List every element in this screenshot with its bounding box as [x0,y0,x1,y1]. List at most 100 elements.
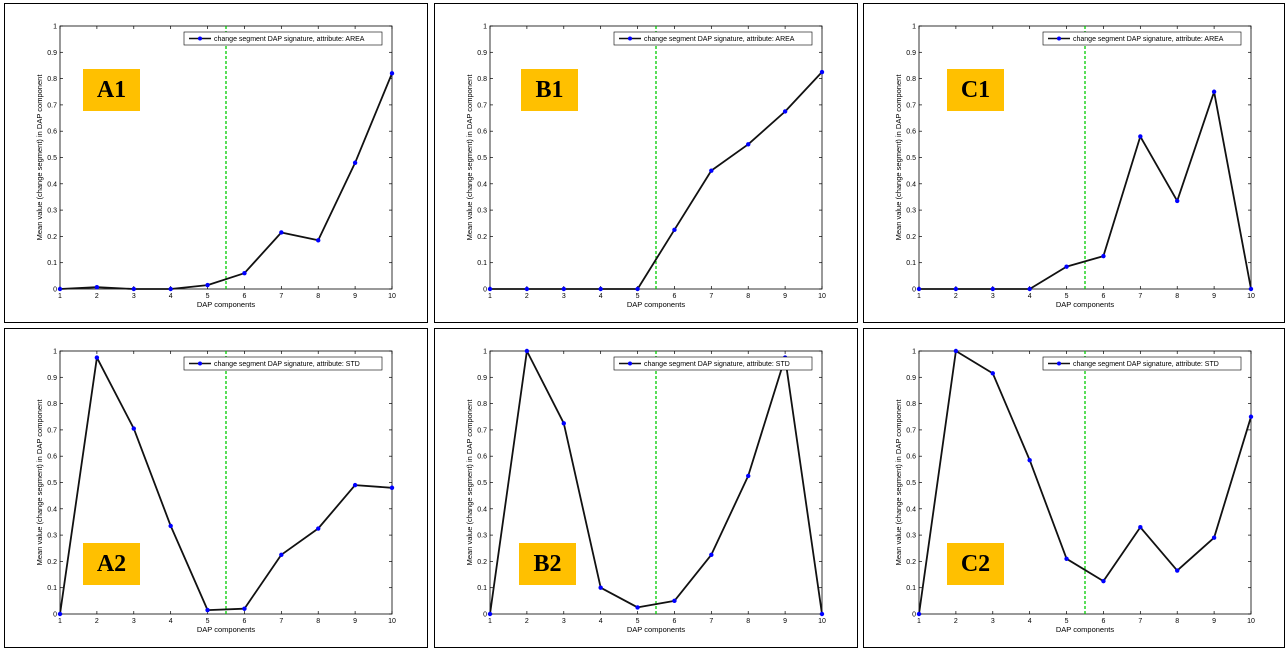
data-point [242,606,247,611]
x-axis-label: DAP components [1056,300,1114,309]
chart-panel-b1: 0 0.1 0.2 0.3 0.4 0.5 0.6 0.7 0.8 0.9 1 1 2 3 4 5 6 7 8 9 10… [434,3,858,323]
x-tick-label: 5 [206,293,210,300]
y-tick-label: 0.6 [477,454,487,461]
data-point [746,142,751,147]
chart-panel-a2: 0 0.1 0.2 0.3 0.4 0.5 0.6 0.7 0.8 0.9 1 1 2 3 4 5 6 7 8 9 10… [4,328,428,648]
x-tick-label: 7 [709,293,713,300]
x-tick-label: 10 [388,618,396,625]
panel-badge: B1 [521,69,578,111]
y-tick-label: 0.7 [477,102,487,109]
y-tick-label: 0.1 [477,260,487,267]
legend: change segment DAP signature, attribute:… [1042,31,1242,46]
data-point [389,71,395,76]
x-tick-label: 2 [95,618,99,625]
x-tick-label: 9 [1212,618,1216,625]
legend-label: change segment DAP signature, attribute:… [214,361,360,368]
y-tick-label: 0 [912,612,916,619]
x-tick-label: 2 [525,618,529,625]
legend: change segment DAP signature, attribute:… [183,356,383,371]
y-tick-label: 0.4 [47,506,57,513]
chart-svg: 0 0.1 0.2 0.3 0.4 0.5 0.6 0.7 0.8 0.9 1 1 2 3 4 5 6 7 8 9 10… [35,349,396,635]
x-tick-label: 10 [1247,618,1255,625]
x-tick-label: 4 [169,618,173,625]
x-tick-label: 8 [316,618,320,625]
legend-label: change segment DAP signature, attribute:… [1073,361,1219,368]
y-tick-label: 0.6 [477,129,487,136]
x-tick-label: 10 [388,293,396,300]
x-tick-label: 6 [1101,293,1105,300]
x-tick-label: 7 [1138,618,1142,625]
y-tick-label: 1 [53,349,57,356]
x-tick-label: 9 [353,293,357,300]
y-tick-label: 0.2 [47,234,57,241]
data-point [352,160,358,165]
y-tick-label: 0.3 [47,533,57,540]
panel-badge: C1 [947,69,1004,111]
data-point [672,598,677,604]
legend-marker [628,36,632,41]
y-tick-label: 1 [53,24,57,31]
y-tick-label: 0.1 [906,260,916,267]
data-point [561,421,566,426]
data-point [672,227,677,233]
x-axis-label: DAP components [197,300,255,309]
y-tick-label: 0 [483,287,487,294]
x-tick-label: 4 [1028,293,1032,300]
legend-marker [628,361,632,366]
y-tick-label: 0.8 [477,401,487,408]
legend: change segment DAP signature, attribute:… [613,31,813,46]
chart-panel-b2: 0 0.1 0.2 0.3 0.4 0.5 0.6 0.7 0.8 0.9 1 1 2 3 4 5 6 7 8 9 10… [434,328,858,648]
y-tick-label: 0.4 [906,181,916,188]
chart-svg: 0 0.1 0.2 0.3 0.4 0.5 0.6 0.7 0.8 0.9 1 1 2 3 4 5 6 7 8 9 10… [894,24,1255,310]
y-axis-label: Mean value (change segment) in DAP compo… [465,399,474,566]
data-point [916,286,922,292]
x-axis-label: DAP components [1056,625,1114,634]
y-tick-label: 0.8 [47,401,57,408]
y-tick-label: 1 [912,349,916,356]
data-point [598,286,603,292]
y-axis-label: Mean value (change segment) in DAP compo… [894,74,903,241]
x-tick-label: 1 [58,293,62,300]
panel-badge: A2 [83,543,140,585]
y-tick-label: 0.1 [47,260,57,267]
x-tick-label: 5 [206,618,210,625]
data-point [131,286,136,292]
y-tick-label: 1 [483,24,487,31]
series-line [918,350,1252,615]
data-point [94,284,100,290]
x-tick-label: 3 [562,293,566,300]
data-point [279,230,284,235]
data-point [709,552,714,558]
x-tick-label: 7 [709,618,713,625]
data-point [487,286,493,292]
y-tick-label: 0.4 [477,181,487,188]
y-tick-label: 1 [912,24,916,31]
x-tick-label: 10 [818,618,826,625]
x-tick-label: 3 [132,618,136,625]
legend-label: change segment DAP signature, attribute:… [644,361,790,368]
data-point [1138,134,1143,139]
data-point [746,473,751,479]
data-point [168,286,173,292]
y-tick-label: 0.6 [47,454,57,461]
y-tick-label: 0.5 [906,480,916,487]
series-line [59,356,393,615]
x-tick-label: 2 [525,293,529,300]
data-point [389,485,395,490]
data-point [1175,198,1180,204]
data-point [1101,253,1106,259]
x-axis-label: DAP components [627,300,685,309]
data-point [524,348,530,354]
x-tick-label: 4 [1028,618,1032,625]
data-point [352,482,358,488]
data-point [635,286,640,292]
data-point [1027,457,1032,463]
y-tick-label: 0.2 [47,559,57,566]
chart-panel-c1: 0 0.1 0.2 0.3 0.4 0.5 0.6 0.7 0.8 0.9 1 1 2 3 4 5 6 7 8 9 10… [863,3,1285,323]
x-tick-label: 1 [917,618,921,625]
data-point [1101,578,1106,584]
data-point [205,282,210,288]
x-tick-label: 4 [599,618,603,625]
x-tick-label: 10 [1247,293,1255,300]
y-tick-label: 1 [483,349,487,356]
